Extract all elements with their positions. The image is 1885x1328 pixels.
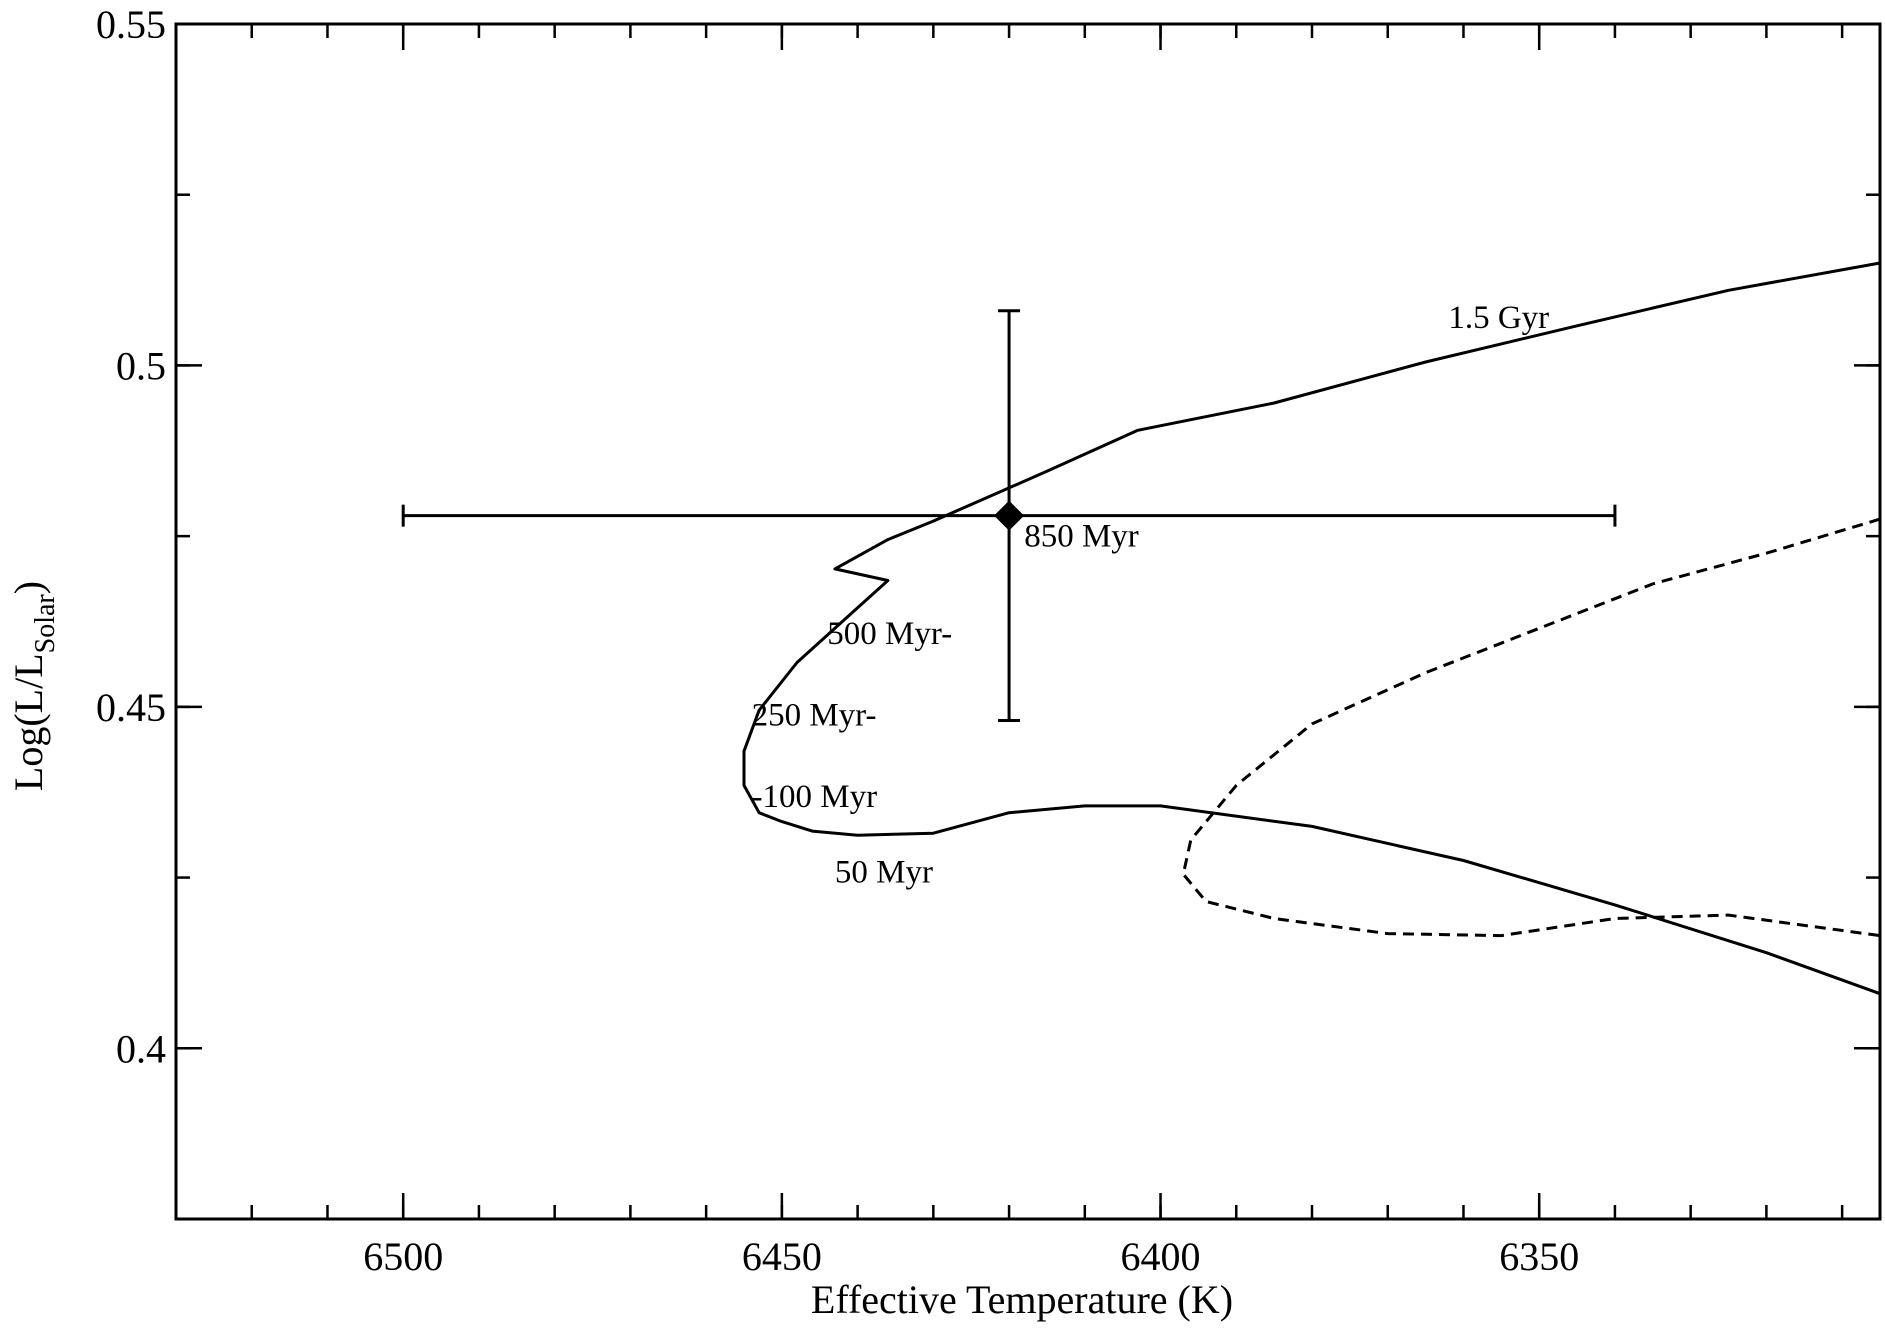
x-tick-label: 6450 xyxy=(742,1234,822,1279)
isochrone-solid-line xyxy=(742,261,1881,996)
age-annotation: 50 Myr xyxy=(835,854,933,890)
y-tick-label: 0.4 xyxy=(116,1026,166,1071)
y-axis-title-main: Log(L/L xyxy=(6,653,51,791)
series-layer xyxy=(742,261,1881,996)
annotations-layer: 1.5 Gyr 850 Myr 500 Myr- 250 Myr- -100 Myr 50… xyxy=(752,300,1550,890)
age-annotation: 850 Myr xyxy=(1024,518,1139,554)
y-tick-label: 0.55 xyxy=(96,2,166,47)
measurement-layer xyxy=(401,309,1617,723)
axes: 6500 6450 6400 6350 0.4 0.45 0.5 0.55 xyxy=(96,2,1882,1279)
y-tick-label: 0.45 xyxy=(96,685,166,730)
plot-frame xyxy=(174,22,1882,1221)
age-annotation: 1.5 Gyr xyxy=(1448,300,1549,336)
age-annotation: -100 Myr xyxy=(752,779,878,815)
x-tick-label: 6400 xyxy=(1121,1234,1201,1279)
y-tick-label: 0.5 xyxy=(116,343,166,388)
measurement-diamond-marker xyxy=(994,500,1025,531)
x-axis-title: Effective Temperature (K) xyxy=(811,1277,1233,1322)
y-axis-title-sub: Solar xyxy=(30,594,61,654)
y-axis-title-close: ) xyxy=(6,581,51,594)
x-tick-label: 6500 xyxy=(363,1234,443,1279)
age-annotation: 250 Myr- xyxy=(752,697,877,733)
isochrone-dashed-line xyxy=(1181,517,1881,938)
y-axis-title: Log(L/LSolar) xyxy=(6,581,61,791)
age-annotation: 500 Myr- xyxy=(827,616,952,652)
x-tick-label: 6350 xyxy=(1499,1234,1579,1279)
